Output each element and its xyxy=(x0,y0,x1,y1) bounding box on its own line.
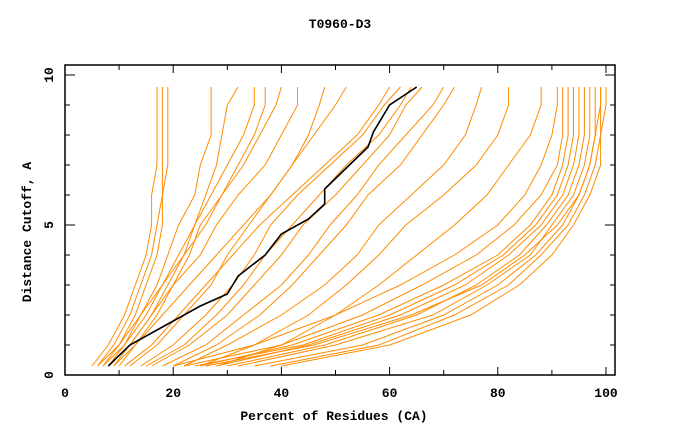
model-line-20 xyxy=(216,87,542,367)
x-tick-label: 0 xyxy=(61,386,69,401)
model-line-29 xyxy=(281,87,607,367)
x-axis-label: Percent of Residues (CA) xyxy=(240,409,427,424)
series-lines xyxy=(91,86,607,367)
model-line-31 xyxy=(194,87,574,367)
model-line-15 xyxy=(151,86,423,367)
highlighted-model-line xyxy=(107,86,418,367)
model-line-12 xyxy=(129,86,347,367)
model-line-9 xyxy=(107,87,299,367)
model-line-11 xyxy=(124,86,391,367)
model-line-23 xyxy=(200,87,569,367)
y-tick-label: 10 xyxy=(42,67,57,83)
model-line-19 xyxy=(200,87,510,367)
model-line-16 xyxy=(162,86,445,367)
model-line-27 xyxy=(254,87,596,367)
model-line-10 xyxy=(113,86,326,367)
model-line-30 xyxy=(205,87,602,367)
model-line-2 xyxy=(97,87,163,367)
model-line-14 xyxy=(145,86,412,367)
model-line-1 xyxy=(91,87,158,367)
model-line-18 xyxy=(183,86,483,367)
y-tick-label: 0 xyxy=(42,371,57,379)
x-tick-label: 40 xyxy=(274,386,290,401)
y-axis-label: Distance Cutoff, A xyxy=(20,162,35,303)
x-tick-label: 60 xyxy=(382,386,398,401)
model-line-6 xyxy=(113,87,255,367)
model-line-13 xyxy=(140,86,401,367)
chart-title: T0960-D3 xyxy=(309,17,372,32)
y-tick-label: 5 xyxy=(42,221,57,229)
model-line-4 xyxy=(107,87,212,367)
x-tick-label: 100 xyxy=(594,386,618,401)
plot-frame xyxy=(64,64,616,376)
model-line-25 xyxy=(227,87,585,367)
axes: 0 20 40 60 80 100 0 5 10 xyxy=(42,64,618,401)
model-line-22 xyxy=(183,87,564,367)
model-line-21 xyxy=(173,87,558,367)
model-line-17 xyxy=(172,86,455,367)
x-tick-label: 80 xyxy=(490,386,506,401)
model-line-7 xyxy=(118,86,282,367)
model-line-3 xyxy=(102,87,169,367)
x-tick-label: 20 xyxy=(165,386,181,401)
model-line-24 xyxy=(216,87,580,367)
model-line-26 xyxy=(237,87,591,367)
model-line-8 xyxy=(97,87,266,367)
model-line-28 xyxy=(270,87,602,367)
